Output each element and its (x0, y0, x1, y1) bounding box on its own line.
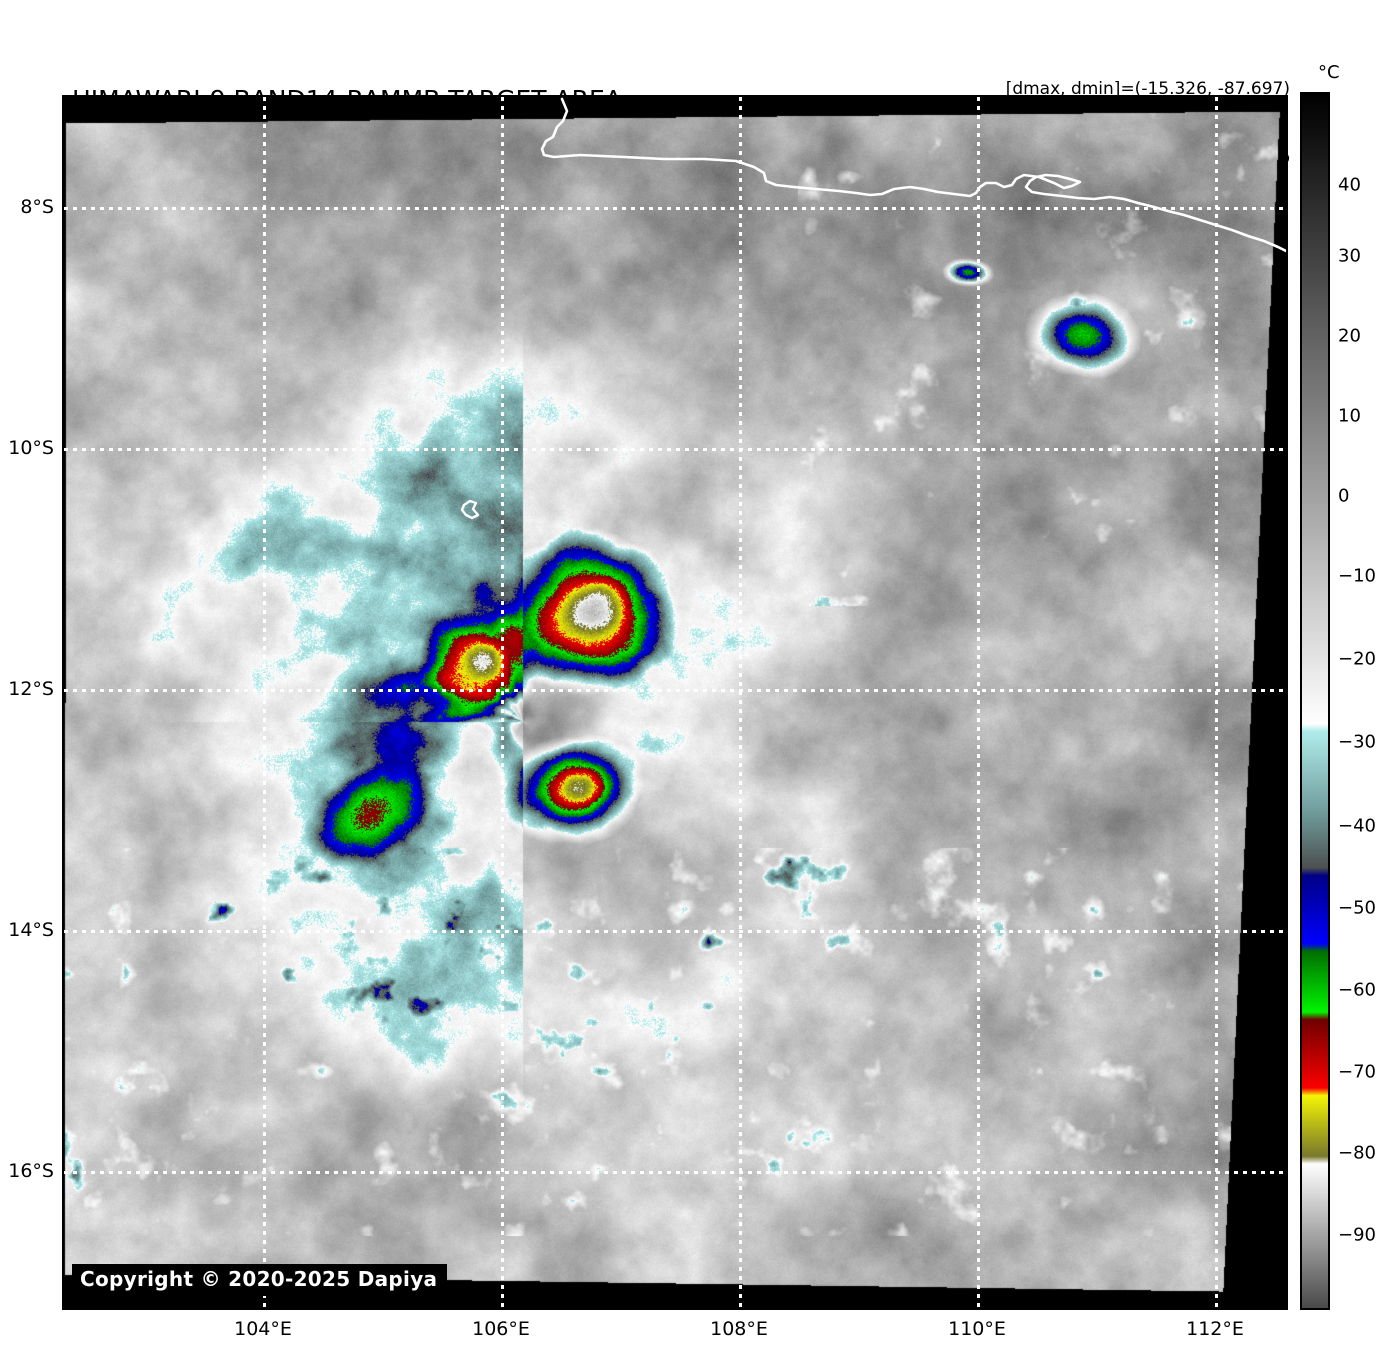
axis-label-lon-112e: 112°E (1186, 1318, 1244, 1340)
colorbar-tick-n70: −70 (1338, 1061, 1376, 1083)
colorbar-tick-10: 10 (1338, 405, 1361, 427)
temperature-colorbar[interactable] (1300, 92, 1330, 1310)
dmax-dmin-readout: [dmax, dmin]=(-15.326, -87.697) (1005, 79, 1290, 99)
colorbar-tick-n60: −60 (1338, 979, 1376, 1001)
colorbar-gradient (1302, 94, 1328, 1308)
colorbar-tick-n30: −30 (1338, 731, 1376, 753)
colorbar-tick-0: 0 (1338, 485, 1350, 507)
colorbar-tick-30: 30 (1338, 245, 1361, 267)
axis-label-lon-104e: 104°E (234, 1318, 292, 1340)
axis-label-lat-12s: 12°S (8, 678, 54, 700)
infrared-satellite-imagery (64, 97, 1286, 1308)
colorbar-tick-n90: −90 (1338, 1224, 1376, 1246)
axis-label-lon-106e: 106°E (472, 1318, 530, 1340)
satellite-image-panel[interactable]: Copyright © 2020-2025 Dapiya (62, 95, 1288, 1310)
axis-label-lon-108e: 108°E (710, 1318, 768, 1340)
colorbar-tick-40: 40 (1338, 174, 1361, 196)
axis-label-lat-10s: 10°S (8, 437, 54, 459)
colorbar-tick-n10: −10 (1338, 565, 1376, 587)
colorbar-tick-n40: −40 (1338, 815, 1376, 837)
colorbar-unit-label: °C (1318, 62, 1340, 83)
axis-label-lat-14s: 14°S (8, 919, 54, 941)
colorbar-tick-20: 20 (1338, 325, 1361, 347)
axis-label-lat-8s: 8°S (20, 196, 54, 218)
axis-label-lat-16s: 16°S (8, 1160, 54, 1182)
colorbar-tick-n80: −80 (1338, 1142, 1376, 1164)
copyright-notice: Copyright © 2020-2025 Dapiya (72, 1264, 448, 1296)
colorbar-tick-n20: −20 (1338, 648, 1376, 670)
colorbar-tick-n50: −50 (1338, 897, 1376, 919)
axis-label-lon-110e: 110°E (948, 1318, 1006, 1340)
